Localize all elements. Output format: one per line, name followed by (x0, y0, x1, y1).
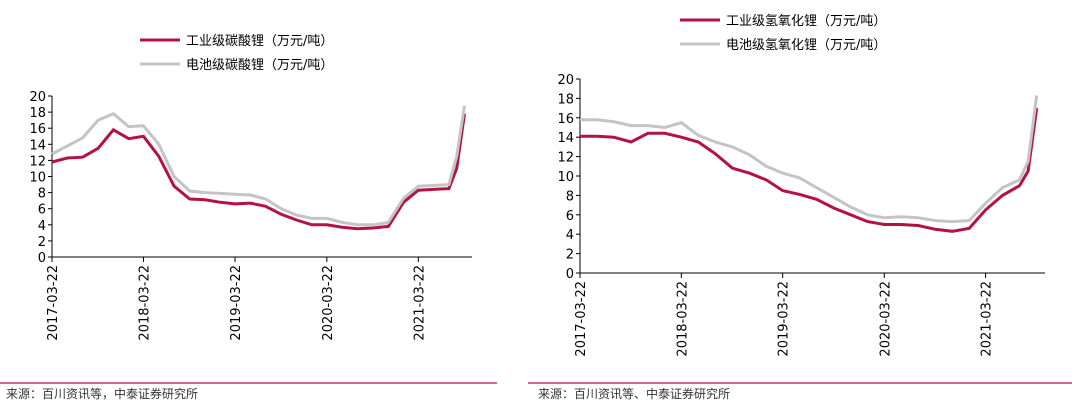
y-tick-label: 14 (29, 138, 46, 153)
x-tick-label: 2019-03-22 (777, 281, 792, 357)
x-tick-label: 2017-03-22 (574, 281, 589, 357)
line (51, 105, 466, 227)
x-tick-label: 2020-03-22 (321, 265, 336, 341)
y-tick-label: 2 (566, 248, 574, 263)
y-tick-label: 6 (38, 203, 46, 218)
y-tick-label: 12 (29, 154, 46, 169)
y-tick-label: 12 (557, 151, 574, 166)
y-tick-label: 20 (557, 73, 574, 88)
x-tick-label: 2020-03-22 (878, 281, 893, 357)
y-tick-label: 16 (29, 122, 46, 137)
source: 来源：百川资讯等，中泰证券研究所 (6, 386, 198, 401)
line (580, 95, 1039, 224)
y-tick-label: 0 (38, 251, 46, 266)
legend-label: 电池级氢氧化锂（万元/吨） (726, 38, 886, 53)
y-tick-label: 18 (557, 92, 574, 107)
x-tick-label: 2019-03-22 (229, 265, 244, 341)
y-tick-label: 14 (557, 131, 574, 146)
legend-label: 工业级氢氧化锂（万元/吨） (726, 14, 886, 29)
x-tick-label: 2017-03-22 (46, 265, 61, 341)
x-tick-label: 2018-03-22 (138, 265, 153, 341)
y-tick-label: 10 (29, 171, 46, 186)
x-tick-label: 2021-03-22 (980, 281, 995, 357)
legend-label: 工业级碳酸锂（万元/吨） (186, 34, 333, 49)
y-tick-label: 4 (38, 219, 46, 234)
y-tick-label: 0 (566, 267, 574, 282)
x-tick-label: 2021-03-22 (412, 265, 427, 341)
y-tick-label: 2 (38, 235, 46, 250)
line (51, 113, 466, 231)
y-tick-label: 4 (566, 228, 574, 243)
y-tick-label: 20 (29, 90, 46, 105)
y-tick-label: 18 (29, 106, 46, 121)
y-tick-label: 8 (38, 187, 46, 202)
y-tick-label: 16 (557, 112, 574, 127)
legend-label: 电池级碳酸锂（万元/吨） (186, 58, 333, 73)
y-tick-label: 10 (557, 170, 574, 185)
y-tick-label: 6 (566, 209, 574, 224)
line (580, 107, 1039, 233)
y-tick-label: 8 (566, 189, 574, 204)
source: 来源：百川资讯等、中泰证券研究所 (538, 386, 730, 401)
x-tick-label: 2018-03-22 (675, 281, 690, 357)
